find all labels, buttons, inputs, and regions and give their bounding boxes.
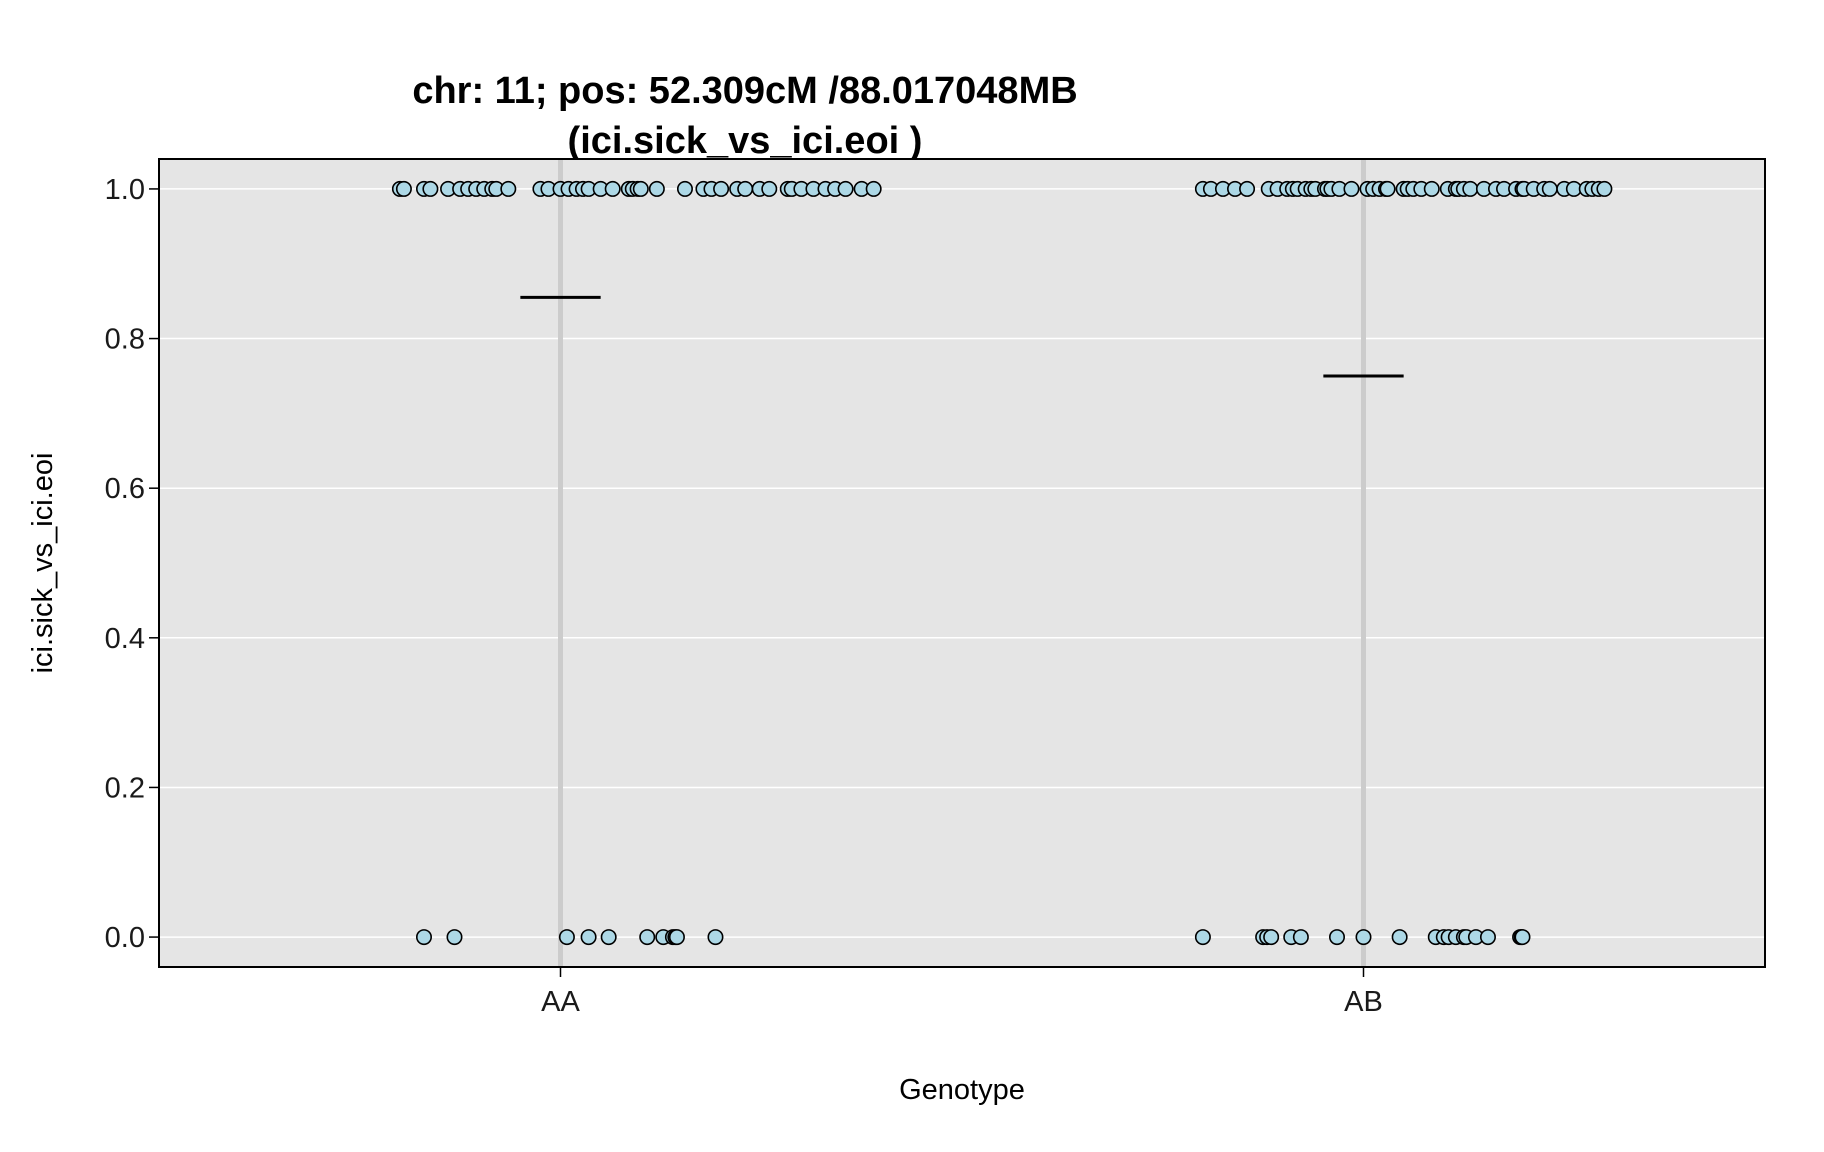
y-tick-label: 0.0 [105, 922, 145, 954]
data-point [632, 180, 649, 197]
chart-title: chr: 11; pos: 52.309cM /88.017048MB [412, 70, 1077, 112]
y-axis-ticks: 0.0 0.2 0.4 0.6 0.8 1.0 [105, 174, 159, 954]
data-point [713, 180, 730, 197]
y-axis-title: ici.sick_vs_ici.eoi [27, 453, 59, 674]
data-point [865, 180, 882, 197]
data-point [668, 929, 685, 946]
data-point [1596, 180, 1613, 197]
category-lines [558, 159, 1366, 967]
data-point [580, 929, 597, 946]
data-point [604, 180, 621, 197]
x-axis-ticks: AA AB [541, 967, 1383, 1018]
y-tick-label: 0.8 [105, 324, 145, 356]
data-point [1462, 180, 1479, 197]
data-point [1541, 180, 1558, 197]
data-point [676, 180, 693, 197]
data-points [391, 180, 1613, 946]
y-tick-label: 0.2 [105, 772, 145, 804]
plot-border [158, 158, 1766, 968]
plot-panel [159, 159, 1765, 967]
mean-lines [520, 295, 1404, 378]
data-point [600, 929, 617, 946]
data-point [500, 180, 517, 197]
data-point [737, 180, 754, 197]
x-tick-label: AB [1344, 986, 1383, 1018]
data-point [761, 180, 778, 197]
data-point [1194, 929, 1211, 946]
data-point [1355, 929, 1372, 946]
data-point [648, 180, 665, 197]
data-point [446, 929, 463, 946]
data-point [1263, 929, 1280, 946]
y-tick-label: 0.6 [105, 473, 145, 505]
data-point [395, 180, 412, 197]
data-point [558, 929, 575, 946]
data-point [639, 929, 656, 946]
data-point [707, 929, 724, 946]
data-point [1343, 180, 1360, 197]
data-point [837, 180, 854, 197]
data-point [1479, 929, 1496, 946]
x-axis-title: Genotype [899, 1074, 1025, 1106]
data-point [1423, 180, 1440, 197]
data-point [1379, 180, 1396, 197]
chart-subtitle: (ici.sick_vs_ici.eoi ) [568, 120, 923, 162]
x-tick-label: AA [541, 986, 580, 1018]
data-point [1239, 180, 1256, 197]
data-point [1514, 929, 1531, 946]
data-point [1329, 929, 1346, 946]
data-point [422, 180, 439, 197]
data-point [1292, 929, 1309, 946]
data-point [1391, 929, 1408, 946]
data-point [415, 929, 432, 946]
y-tick-label: 1.0 [105, 174, 145, 206]
y-tick-label: 0.4 [105, 623, 145, 655]
